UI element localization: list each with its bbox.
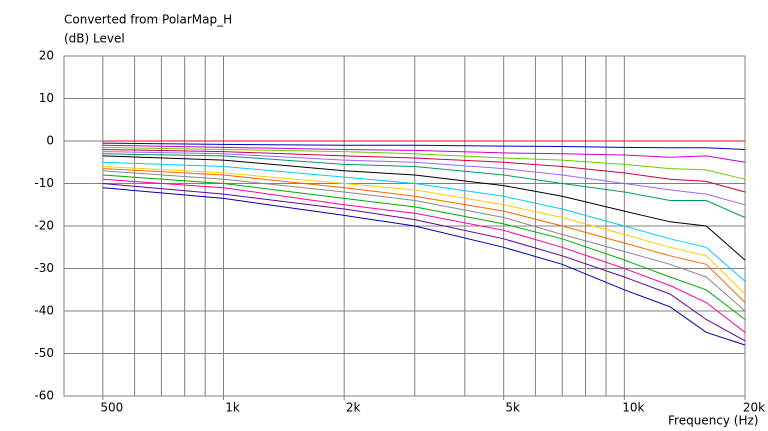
series-line	[102, 161, 746, 282]
y-tick-label: -30	[34, 261, 54, 275]
y-tick-label: 20	[39, 49, 54, 63]
series-line	[102, 153, 746, 218]
x-tick-label: 10k	[622, 401, 644, 415]
y-tick-label: -50	[34, 346, 54, 360]
series-line	[102, 174, 746, 320]
y-tick-label: -40	[34, 304, 54, 318]
series-line	[102, 146, 746, 180]
series-line	[102, 149, 746, 193]
series-line	[102, 170, 746, 312]
y-tick-label: -60	[34, 389, 54, 403]
series-line	[102, 144, 746, 163]
series-line	[102, 178, 746, 333]
series-line	[102, 166, 746, 295]
series-line	[102, 168, 746, 303]
x-tick-label: 500	[100, 401, 123, 415]
y-axis-label: (dB) Level	[64, 32, 125, 46]
x-axis-label: Frequency (Hz)	[668, 414, 759, 428]
y-tick-label: -10	[34, 176, 54, 190]
y-tick-label: -20	[34, 219, 54, 233]
chart-title: Converted from PolarMap_H	[64, 13, 232, 27]
y-tick-label: 0	[46, 134, 54, 148]
x-tick-label: 2k	[346, 401, 361, 415]
series-line	[102, 142, 746, 150]
series-line	[102, 187, 746, 346]
series-line	[102, 183, 746, 342]
series-line	[102, 155, 746, 261]
series-line	[102, 151, 746, 206]
x-tick-label: 20k	[743, 401, 765, 415]
x-tick-label: 1k	[225, 401, 240, 415]
x-tick-label: 5k	[505, 401, 520, 415]
y-tick-label: 10	[39, 91, 54, 105]
